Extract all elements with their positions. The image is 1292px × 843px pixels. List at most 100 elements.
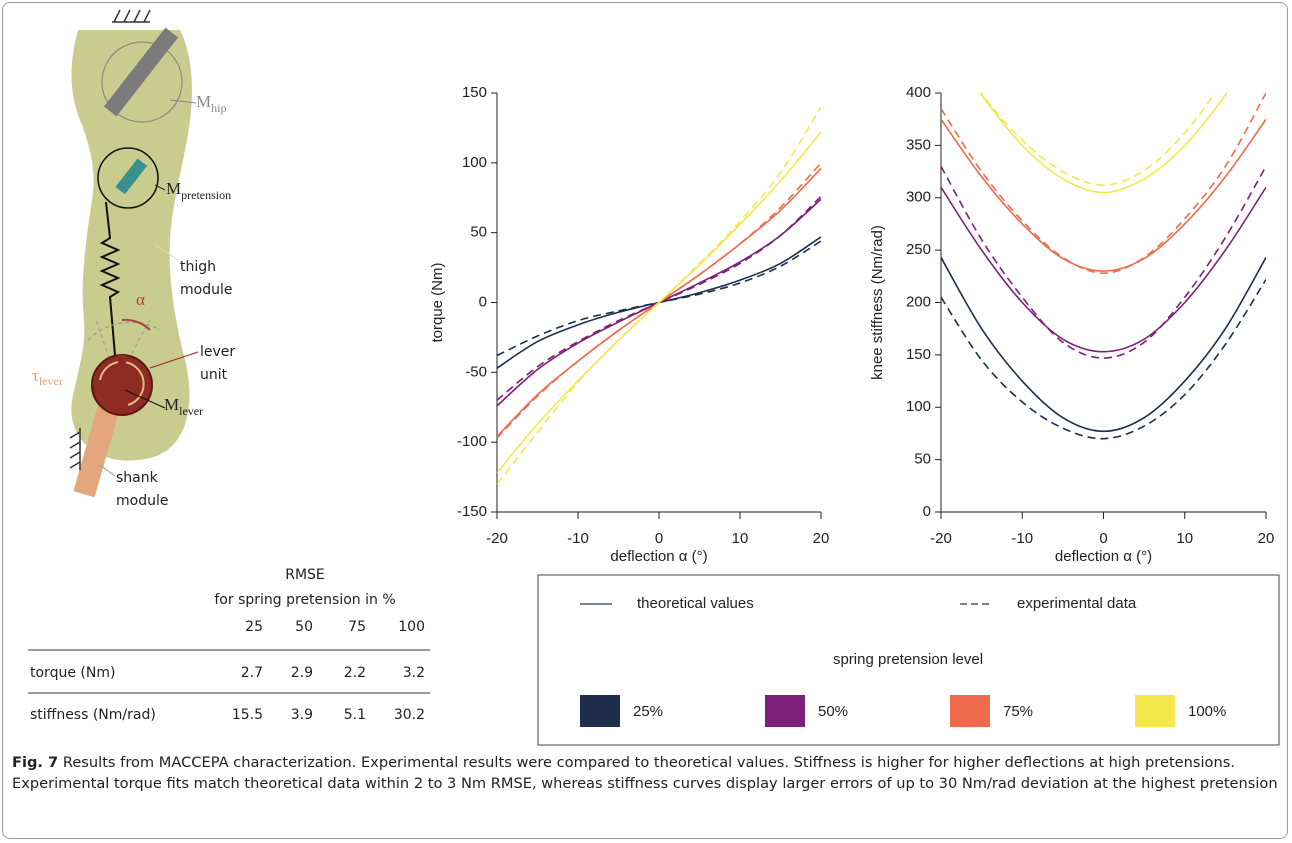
hip-bar [103, 27, 179, 117]
symbol: M [164, 395, 179, 414]
y-tick-label: 250 [906, 241, 931, 258]
lever-torque-arrow [99, 360, 145, 406]
leader [169, 99, 197, 104]
alpha-arrow [121, 318, 151, 331]
plot-lines [941, 93, 1266, 440]
x-tick-label: 20 [813, 530, 830, 547]
pretension-link [115, 158, 148, 195]
y-tick-label: 50 [914, 451, 931, 468]
y-tick-label: 150 [906, 346, 931, 363]
rmse-table: RMSE for spring pretension in % [28, 567, 430, 694]
exoskeleton-diagram: Mhip Mpretension thigh module α lever un… [32, 9, 235, 509]
hatch-top [112, 9, 151, 23]
legend-swatch [1135, 695, 1175, 727]
y-tick-label: 100 [462, 154, 487, 171]
table-cell: 2.2 [344, 665, 366, 681]
theoretical-line [979, 93, 1228, 194]
legend-label: theoretical values [637, 595, 754, 612]
table-row-label: stiffness (Nm/rad) [30, 707, 156, 723]
caption-text: Results from MACCEPA characterization. E… [12, 754, 1278, 792]
subscript: lever [39, 374, 63, 388]
figure-graphics: Mhip Mpretension thigh module α lever un… [28, 9, 1280, 746]
y-tick-label: 0 [479, 293, 487, 310]
table-cell: 30.2 [394, 707, 425, 723]
experimental-line [497, 162, 821, 439]
y-tick-label: -100 [457, 433, 487, 450]
symbol: M [166, 179, 181, 198]
y-tick-label: 100 [906, 398, 931, 415]
table-header: 75 [348, 619, 366, 635]
shank-bar [73, 396, 122, 498]
table-header: 50 [295, 619, 313, 635]
legend-label: 75% [1003, 703, 1033, 720]
x-tick-label: -20 [486, 530, 508, 547]
table-cell: 3.2 [403, 665, 425, 681]
label-module: module [180, 282, 232, 298]
x-tick-label: 10 [1176, 530, 1193, 547]
spring [99, 201, 121, 356]
legend-swatch [950, 695, 990, 727]
table-cell: 2.7 [241, 665, 263, 681]
x-tick-label: 10 [732, 530, 749, 547]
label-tau-lever: τlever [32, 366, 63, 388]
y-tick-label: 300 [906, 189, 931, 206]
table-cell: 2.9 [291, 665, 313, 681]
x-axis-label: deflection α (°) [610, 548, 707, 565]
y-tick-label: 150 [462, 84, 487, 101]
table-row-label: torque (Nm) [30, 665, 115, 681]
thigh-shape [71, 30, 192, 461]
x-tick-label: -20 [930, 530, 952, 547]
y-axis-label: knee stiffness (Nm/rad) [869, 225, 886, 380]
label-lever: lever [200, 344, 235, 360]
x-axis-label: deflection α (°) [1055, 548, 1152, 565]
leader [124, 389, 166, 409]
leader [154, 244, 179, 261]
subscript: hip [211, 101, 226, 115]
hatch-bottom [69, 428, 81, 470]
label-m-hip: Mhip [196, 92, 226, 115]
theoretical-line [941, 118, 1266, 272]
table-cell: 3.9 [291, 707, 313, 723]
theoretical-line [497, 131, 821, 474]
experimental-line [497, 106, 821, 485]
symbol: M [196, 92, 211, 111]
label-m-lever: Mlever [164, 395, 203, 418]
table-cell: 15.5 [232, 707, 263, 723]
y-tick-label: 0 [923, 503, 931, 520]
hip-circle [101, 41, 183, 123]
label-module: module [116, 493, 168, 509]
caption: Fig. 7 Results from MACCEPA characteriza… [12, 752, 1280, 794]
x-tick-label: 0 [655, 530, 663, 547]
legend-title: spring pretension level [833, 651, 983, 668]
y-tick-label: 200 [906, 293, 931, 310]
theoretical-line [941, 257, 1266, 433]
table-title: RMSE [285, 567, 325, 583]
label-alpha: α [136, 290, 145, 309]
pretension-circle [97, 147, 159, 209]
y-tick-label: 50 [470, 224, 487, 241]
experimental-line [941, 93, 1266, 274]
label-shank: shank [116, 470, 159, 486]
leader [99, 464, 116, 477]
experimental-line [941, 165, 1266, 359]
symbol: τ [32, 366, 39, 385]
x-tick-label: 20 [1258, 530, 1275, 547]
legend-label: 25% [633, 703, 663, 720]
experimental-line [980, 93, 1216, 186]
subscript: pretension [181, 188, 231, 202]
legend-swatch [765, 695, 805, 727]
x-tick-label: -10 [567, 530, 589, 547]
label-thigh: thigh [180, 259, 216, 275]
y-tick-label: 400 [906, 84, 931, 101]
table-cell: 5.1 [344, 707, 366, 723]
legend-box [537, 574, 1280, 746]
experimental-line [941, 279, 1266, 440]
label-m-pretension: Mpretension [166, 179, 231, 202]
y-tick-label: 350 [906, 136, 931, 153]
table-subtitle: for spring pretension in % [214, 592, 395, 608]
y-tick-label: -150 [457, 503, 487, 520]
x-tick-label: -10 [1011, 530, 1033, 547]
label-unit: unit [200, 367, 228, 383]
